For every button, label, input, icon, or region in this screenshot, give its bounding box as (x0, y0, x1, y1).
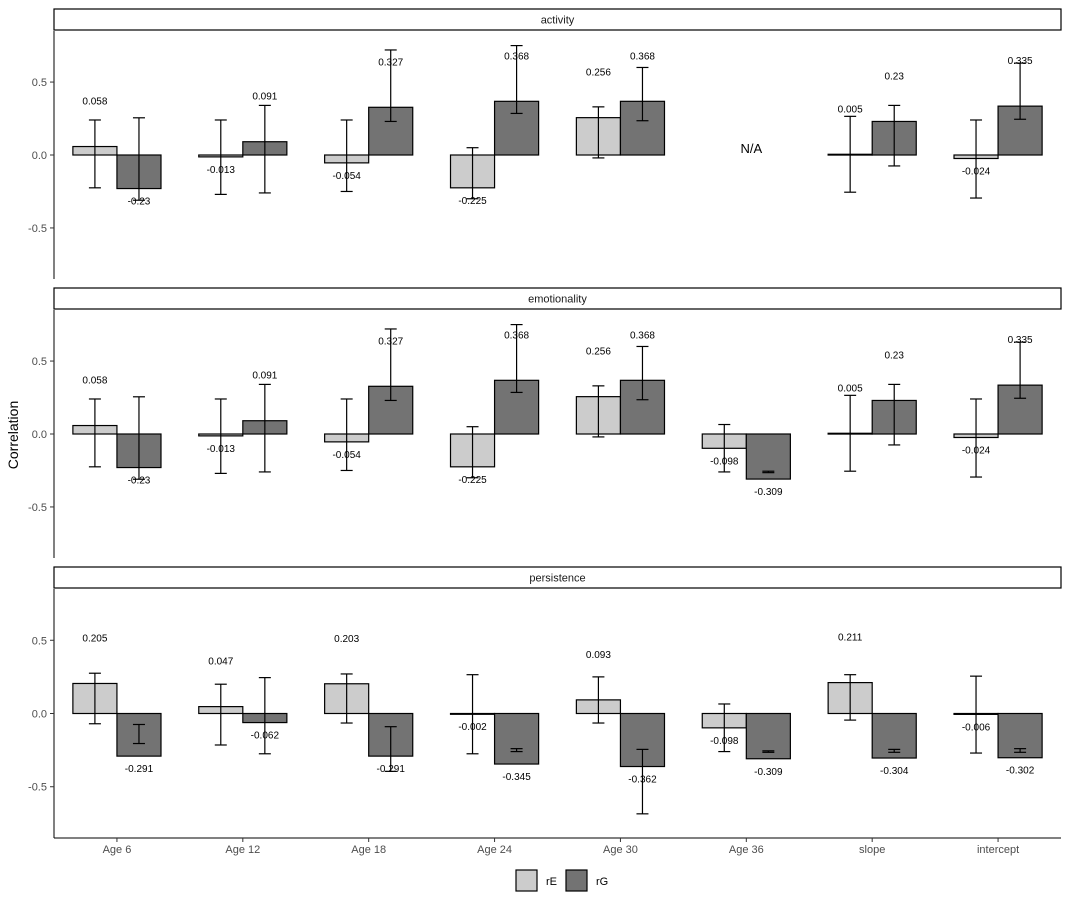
x-tick-label: Age 24 (477, 844, 512, 856)
data-label-rG: 0.091 (252, 92, 277, 103)
data-label-rE: -0.013 (207, 444, 236, 455)
data-label-rE: 0.211 (838, 633, 863, 644)
y-tick-label: 0.5 (32, 635, 47, 647)
data-label-rE: -0.098 (710, 736, 739, 747)
data-label-rE: -0.024 (962, 446, 991, 457)
x-tick-label: Age 12 (225, 844, 260, 856)
data-label-rE: -0.006 (962, 722, 991, 733)
data-label-rG: -0.345 (502, 772, 531, 783)
data-label-rE: -0.054 (332, 171, 361, 182)
legend: rE rG (515, 869, 608, 892)
facet-strip (53, 8, 1062, 31)
data-label-rE: 0.256 (586, 68, 611, 79)
data-label-rG: -0.309 (754, 487, 783, 498)
na-annotation: N/A (740, 141, 762, 156)
x-tick-label: Age 36 (729, 844, 764, 856)
data-label-rE: -0.225 (458, 475, 487, 486)
facet-title: persistence (529, 573, 585, 585)
legend-swatch-rE (515, 869, 538, 892)
data-label-rE: -0.024 (962, 167, 991, 178)
facet-strip (53, 566, 1062, 589)
y-tick-label: 0.5 (32, 356, 47, 368)
legend-swatch-rG (565, 869, 588, 892)
data-label-rG: -0.302 (1006, 766, 1035, 777)
chart-panels: activity -0.5 0.0 0.5 0.058 -0.013 -0.054 -0.22… (28, 8, 1062, 839)
y-tick-label: -0.5 (28, 223, 47, 235)
data-label-rE: 0.058 (82, 376, 107, 387)
facet-title: activity (541, 15, 575, 27)
y-axis-title: Correlation (5, 401, 21, 469)
facet-strip (53, 287, 1062, 310)
data-label-rE: 0.058 (82, 97, 107, 108)
data-label-rG: -0.304 (880, 766, 909, 777)
data-label-rG: 0.368 (504, 330, 529, 341)
data-label-rE: 0.005 (838, 383, 863, 394)
data-label-rE: 0.047 (208, 657, 233, 668)
data-label-rG: -0.23 (128, 197, 151, 208)
y-tick-label: 0.0 (32, 709, 47, 721)
legend-label-rG: rG (596, 876, 608, 888)
data-label-rG: 0.368 (504, 51, 529, 62)
data-label-rE: 0.256 (586, 347, 611, 358)
data-label-rG: 0.091 (252, 371, 277, 382)
data-label-rG: -0.23 (128, 476, 151, 487)
facet-title: emotionality (528, 294, 587, 306)
data-label-rG: 0.368 (630, 51, 655, 62)
data-label-rE: -0.054 (332, 450, 361, 461)
data-label-rE: -0.002 (458, 722, 487, 733)
x-tick-label: Age 6 (103, 844, 132, 856)
x-tick-label: slope (859, 844, 885, 856)
panel-activity: activity -0.5 0.0 0.5 0.058 -0.013 -0.054 -0.22… (28, 8, 1062, 279)
y-tick-label: -0.5 (28, 782, 47, 794)
data-label-rG: -0.309 (754, 767, 783, 778)
x-axis: Age 6 Age 12 Age 18 Age 24 Age 30 Age 36 slope… (103, 838, 1019, 856)
data-label-rE: 0.005 (838, 104, 863, 115)
x-tick-label: intercept (977, 844, 1019, 856)
y-tick-label: 0.5 (32, 77, 47, 89)
data-label-rG: 0.335 (1008, 56, 1033, 67)
data-label-rE: -0.225 (458, 196, 487, 207)
data-label-rG: 0.327 (378, 57, 403, 68)
data-label-rG: 0.327 (378, 336, 403, 347)
bar-rG (493, 712, 540, 765)
y-tick-label: 0.0 (32, 429, 47, 441)
data-label-rG: 0.23 (884, 350, 904, 361)
data-label-rE: -0.013 (207, 165, 236, 176)
y-tick-label: 0.0 (32, 150, 47, 162)
data-label-rG: -0.362 (628, 775, 657, 786)
data-label-rE: 0.093 (586, 650, 611, 661)
legend-label-rE: rE (546, 876, 557, 888)
y-tick-label: -0.5 (28, 502, 47, 514)
data-label-rE: 0.205 (82, 633, 107, 644)
x-tick-label: Age 30 (603, 844, 638, 856)
data-label-rG: 0.23 (884, 71, 904, 82)
data-label-rG: -0.062 (251, 731, 280, 742)
data-label-rE: -0.098 (710, 456, 739, 467)
panel-persistence: persistence -0.5 0.0 0.5 0.205 0.047 0.203 -0.0… (28, 566, 1062, 839)
x-tick-label: Age 18 (351, 844, 386, 856)
panel-emotionality: emotionality -0.5 0.0 0.5 0.058 -0.013 -0.054 -… (28, 287, 1062, 558)
data-label-rG: 0.335 (1008, 335, 1033, 346)
data-label-rG: -0.291 (377, 764, 406, 775)
data-label-rG: -0.291 (125, 764, 154, 775)
data-label-rG: 0.368 (630, 330, 655, 341)
data-label-rE: 0.203 (334, 634, 359, 645)
